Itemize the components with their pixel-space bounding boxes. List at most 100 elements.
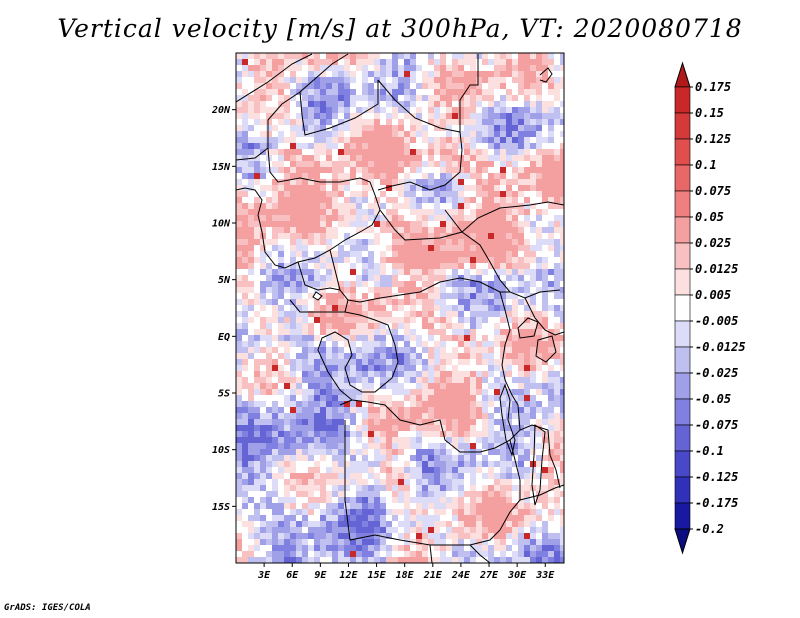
field-cell	[554, 233, 560, 239]
field-cell	[380, 143, 386, 149]
field-cell	[500, 305, 506, 311]
field-cell	[398, 509, 404, 515]
field-cell	[536, 107, 542, 113]
field-cell	[362, 191, 368, 197]
field-cell	[506, 89, 512, 95]
field-cell	[512, 395, 518, 401]
colorbar-segment	[674, 164, 691, 192]
field-cell	[284, 251, 290, 257]
field-cell	[236, 317, 242, 323]
field-cell	[380, 167, 386, 173]
field-cell	[494, 173, 500, 179]
field-cell	[560, 203, 564, 209]
field-cell	[530, 257, 536, 263]
field-cell	[410, 197, 416, 203]
field-cell	[368, 305, 374, 311]
field-cell	[314, 281, 320, 287]
field-cell	[362, 401, 368, 407]
field-cell	[530, 443, 536, 449]
field-cell	[440, 377, 446, 383]
colorbar-segment	[674, 138, 691, 166]
field-cell	[530, 113, 536, 119]
field-cell	[326, 323, 332, 329]
field-cell	[470, 479, 476, 485]
field-cell	[452, 203, 458, 209]
field-cell	[500, 329, 506, 335]
field-cell	[254, 113, 260, 119]
field-cell	[476, 365, 482, 371]
field-cell	[368, 311, 374, 317]
field-cell	[380, 317, 386, 323]
field-cell	[494, 221, 500, 227]
field-cell	[524, 137, 530, 143]
field-cell	[524, 263, 530, 269]
field-cell	[506, 401, 512, 407]
field-cell	[488, 437, 494, 443]
field-cell	[392, 521, 398, 527]
field-cell	[236, 425, 242, 431]
field-cell	[308, 335, 314, 341]
field-cell	[314, 221, 320, 227]
field-cell	[512, 257, 518, 263]
field-cell	[302, 239, 308, 245]
field-cell	[290, 293, 296, 299]
field-cell	[500, 119, 506, 125]
field-cell	[482, 473, 488, 479]
field-cell	[284, 359, 290, 365]
field-cell	[464, 377, 470, 383]
field-cell	[248, 221, 254, 227]
field-cell	[272, 101, 278, 107]
field-cell	[470, 413, 476, 419]
field-cell	[392, 515, 398, 521]
field-cell	[458, 365, 464, 371]
field-cell	[386, 455, 392, 461]
field-cell	[338, 509, 344, 515]
field-cell	[380, 437, 386, 443]
field-cell	[278, 173, 284, 179]
field-cell	[560, 485, 564, 491]
field-cell	[248, 251, 254, 257]
field-cell	[506, 227, 512, 233]
field-cell	[350, 389, 356, 395]
field-cell	[272, 281, 278, 287]
field-cell	[548, 77, 554, 83]
field-cell	[446, 125, 452, 131]
field-cell	[242, 305, 248, 311]
field-cell	[284, 317, 290, 323]
field-cell	[242, 113, 248, 119]
field-cell	[470, 149, 476, 155]
field-cell	[266, 65, 272, 71]
field-cell	[326, 161, 332, 167]
field-cell	[260, 293, 266, 299]
field-cell	[368, 551, 374, 557]
field-cell	[500, 395, 506, 401]
field-cell	[362, 449, 368, 455]
field-cell	[326, 515, 332, 521]
field-cell	[482, 497, 488, 503]
field-cell	[386, 497, 392, 503]
field-cell	[410, 77, 416, 83]
field-cell	[344, 461, 350, 467]
field-cell	[296, 131, 302, 137]
field-cell	[254, 491, 260, 497]
field-cell	[428, 239, 434, 245]
field-cell	[314, 215, 320, 221]
field-cell	[278, 209, 284, 215]
field-cell	[560, 287, 564, 293]
field-cell	[446, 161, 452, 167]
field-cell	[242, 377, 248, 383]
field-cell	[500, 383, 506, 389]
field-cell	[296, 461, 302, 467]
field-cell	[476, 137, 482, 143]
field-cell	[536, 551, 542, 557]
field-cell	[320, 143, 326, 149]
field-cell	[464, 263, 470, 269]
field-cell	[374, 77, 380, 83]
field-cell	[320, 497, 326, 503]
field-cell	[296, 479, 302, 485]
field-cell	[362, 245, 368, 251]
field-cell	[416, 173, 422, 179]
field-cell	[254, 383, 260, 389]
field-cell	[410, 389, 416, 395]
field-cell	[464, 341, 470, 347]
